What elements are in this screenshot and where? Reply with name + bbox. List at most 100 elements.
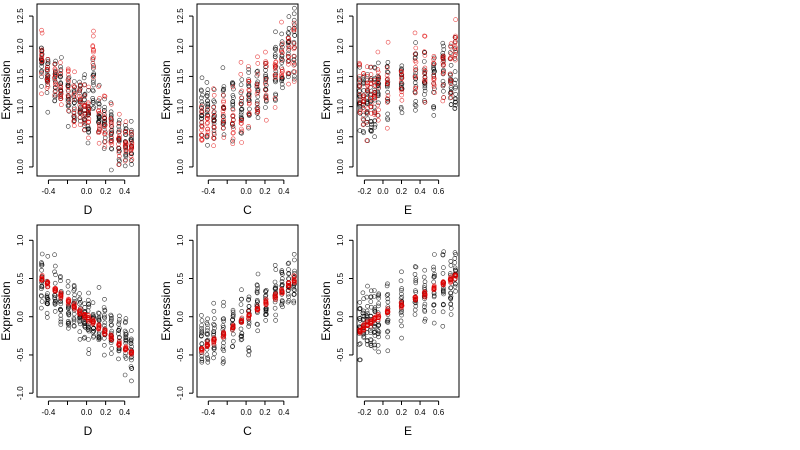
data-point xyxy=(371,339,377,345)
data-point xyxy=(108,128,114,134)
data-point xyxy=(384,72,390,78)
data-point xyxy=(109,146,115,152)
data-point xyxy=(368,323,374,329)
data-point xyxy=(221,98,226,103)
data-point xyxy=(199,318,205,323)
data-point xyxy=(286,31,292,36)
data-point xyxy=(279,60,285,65)
data-point xyxy=(39,299,45,304)
data-point xyxy=(128,153,134,159)
data-point xyxy=(205,103,211,109)
y-tick-label: 0.5 xyxy=(16,272,25,284)
data-point xyxy=(357,84,363,90)
data-point xyxy=(66,323,72,328)
data-point xyxy=(212,325,217,331)
data-point xyxy=(96,316,101,321)
data-point xyxy=(246,324,251,329)
data-point xyxy=(239,309,245,314)
data-point xyxy=(431,70,437,75)
data-point xyxy=(431,293,437,299)
series-fitted xyxy=(356,17,459,143)
data-point xyxy=(286,282,292,288)
y-tick-label: 0.5 xyxy=(336,272,345,284)
data-point xyxy=(221,299,226,305)
x-axis-title: C xyxy=(243,424,252,438)
y-tick-label: 11.5 xyxy=(16,68,25,84)
x-axis-title: D xyxy=(84,424,93,438)
data-point xyxy=(66,100,72,105)
data-point xyxy=(279,19,284,25)
data-point xyxy=(399,303,405,308)
data-point xyxy=(292,22,297,28)
data-point xyxy=(368,337,373,342)
data-point xyxy=(399,92,404,98)
data-point xyxy=(82,82,87,87)
data-point xyxy=(279,39,285,45)
data-point xyxy=(205,104,210,110)
data-point xyxy=(372,95,378,100)
plot-frame xyxy=(356,3,460,177)
data-point xyxy=(86,328,92,334)
data-point xyxy=(199,137,205,143)
data-point xyxy=(372,305,378,311)
data-point xyxy=(413,64,418,70)
data-point xyxy=(199,358,205,363)
data-point xyxy=(263,117,269,123)
data-point xyxy=(291,27,297,33)
data-point xyxy=(376,301,382,306)
data-point xyxy=(71,83,76,89)
data-point xyxy=(453,45,458,51)
data-point xyxy=(238,118,244,123)
data-point xyxy=(372,83,378,88)
data-point xyxy=(86,84,91,90)
data-point xyxy=(102,327,108,333)
data-point xyxy=(422,291,428,297)
data-point xyxy=(102,116,107,121)
data-point xyxy=(452,99,458,105)
data-point xyxy=(45,279,51,284)
data-point xyxy=(96,310,101,316)
data-point xyxy=(422,33,427,39)
y-tick-label: 10.5 xyxy=(336,128,345,144)
data-point xyxy=(211,143,216,148)
data-point xyxy=(102,323,107,328)
data-point xyxy=(368,104,373,110)
data-point xyxy=(372,134,377,139)
data-point xyxy=(413,67,419,72)
data-point xyxy=(422,88,428,94)
data-point xyxy=(431,56,436,62)
data-point xyxy=(399,72,405,77)
data-point xyxy=(123,332,129,337)
data-point xyxy=(220,323,226,328)
data-point xyxy=(39,251,45,257)
data-point xyxy=(357,341,363,347)
data-point xyxy=(291,54,297,59)
data-point xyxy=(376,295,381,301)
data-point xyxy=(263,74,268,79)
data-point xyxy=(263,105,268,110)
data-point xyxy=(58,72,63,77)
data-point xyxy=(199,341,205,347)
data-point xyxy=(441,265,446,270)
data-point xyxy=(368,288,374,294)
data-point xyxy=(357,110,363,115)
data-point xyxy=(77,79,82,85)
data-point xyxy=(385,296,391,302)
data-point xyxy=(231,86,236,92)
data-point xyxy=(109,167,114,173)
data-point xyxy=(77,99,83,105)
data-point xyxy=(101,146,107,151)
data-point xyxy=(440,309,446,315)
data-point xyxy=(448,290,454,296)
data-point xyxy=(279,81,285,87)
data-point xyxy=(292,257,297,263)
data-point xyxy=(431,53,437,59)
data-point xyxy=(199,120,205,125)
data-point xyxy=(91,55,96,60)
data-point xyxy=(421,274,427,280)
data-point xyxy=(440,56,446,62)
data-point xyxy=(448,279,454,285)
data-point xyxy=(199,356,205,362)
data-point xyxy=(220,356,226,362)
data-point xyxy=(440,323,446,329)
